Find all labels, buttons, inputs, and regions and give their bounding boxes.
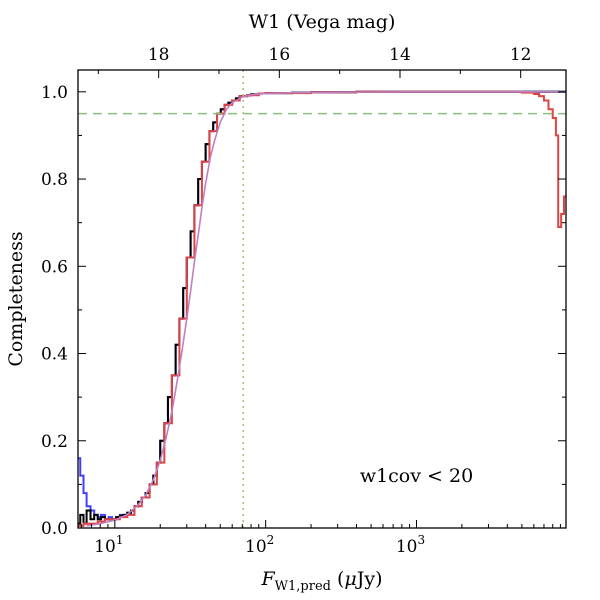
top-axis-title: W1 (Vega mag) xyxy=(249,11,396,33)
top-tick-label: 14 xyxy=(389,45,411,65)
x-tick-label-exponent: 3 xyxy=(417,533,425,547)
x-axis-subscript: W1,pred xyxy=(275,579,331,594)
ticks xyxy=(78,70,566,529)
top-tick-label: 16 xyxy=(269,45,291,65)
y-tick-label: 0.4 xyxy=(41,345,68,365)
x-tick-label-exponent: 1 xyxy=(116,533,124,547)
reference-lines xyxy=(78,70,566,528)
y-tick-label: 0.8 xyxy=(41,170,68,190)
y-axis-title: Completeness xyxy=(5,231,27,366)
x-tick-label-exponent: 2 xyxy=(267,533,275,547)
x-axis-unit-mu: μ xyxy=(344,568,356,590)
x-tick-label-base: 10 xyxy=(245,537,267,557)
series-line-3 xyxy=(78,90,566,527)
top-tick-label: 12 xyxy=(510,45,532,65)
x-axis-unit-rest: Jy) xyxy=(355,568,383,590)
x-axis-unit-open: ( xyxy=(331,568,344,590)
annotation-label: w1cov < 20 xyxy=(360,465,473,487)
y-tick-label: 1.0 xyxy=(41,83,68,103)
plot-frame xyxy=(77,69,567,529)
series-line-4 xyxy=(86,91,566,527)
x-axis-symbol: F xyxy=(260,568,275,590)
series-line-2 xyxy=(78,90,566,525)
x-axis-title: FW1,pred (μJy) xyxy=(260,568,382,594)
x-tick-label: 102 xyxy=(245,533,274,557)
plot-lines xyxy=(78,90,566,527)
y-tick-label: 0.0 xyxy=(41,519,68,539)
x-tick-label-base: 10 xyxy=(94,537,116,557)
x-tick-label: 101 xyxy=(94,533,123,557)
y-tick-label: 0.2 xyxy=(41,432,68,452)
series-line-1 xyxy=(78,90,566,521)
top-tick-label: 18 xyxy=(148,45,170,65)
x-tick-label-base: 10 xyxy=(396,537,418,557)
y-tick-label: 0.6 xyxy=(41,257,68,277)
x-tick-label: 103 xyxy=(396,533,425,557)
